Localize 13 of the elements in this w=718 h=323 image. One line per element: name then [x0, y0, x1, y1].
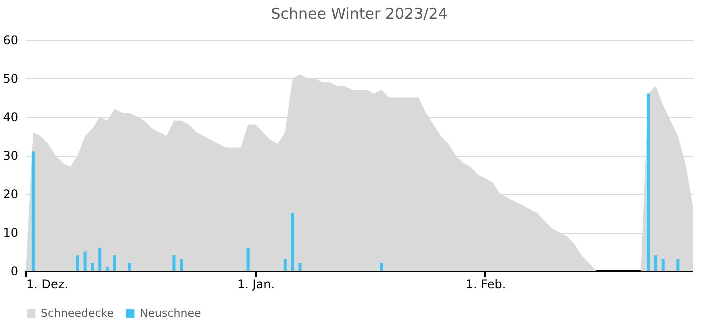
y-tick-label: 60: [3, 34, 18, 48]
legend-label: Schneedecke: [41, 306, 114, 320]
y-tick-label: 30: [3, 149, 18, 163]
chart-title: Schnee Winter 2023/24: [271, 5, 448, 23]
y-tick-label: 50: [3, 72, 18, 86]
legend-label: Neuschnee: [140, 306, 202, 320]
y-tick-label: 40: [3, 110, 18, 124]
y-tick-label: 0: [10, 264, 18, 278]
x-tick-label: 1. Jan.: [237, 278, 276, 292]
y-tick-label: 10: [3, 226, 18, 240]
y-tick-label: 20: [3, 188, 18, 202]
x-tick-label: 1. Dez.: [26, 278, 68, 292]
x-tick-label: 1. Feb.: [466, 278, 506, 292]
